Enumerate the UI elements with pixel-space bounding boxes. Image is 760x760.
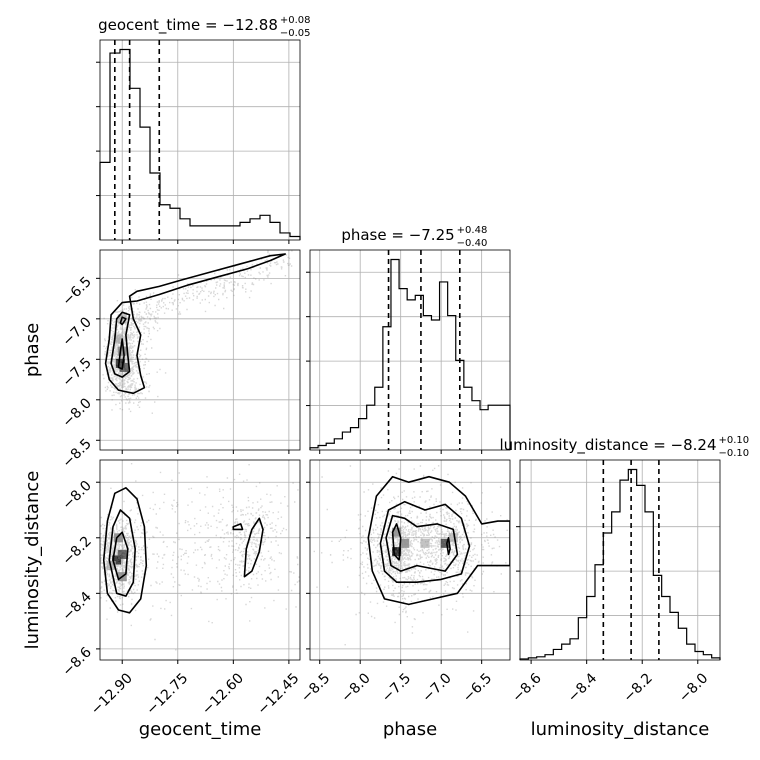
xtick-label-phase-2: −7.5 [379,670,414,705]
panel-phase-vs-luminosity_distance-density-2 [400,538,410,548]
panel-phase-vs-luminosity_distance-contour-4 [445,536,451,556]
panel-geocent_time-vs-luminosity_distance-contour-2 [112,531,129,581]
panel-geocent_time-vs-phase-density-4 [119,362,129,372]
xtick-label-geocent_time-0: −12.90 [88,670,136,718]
panel-phase-vs-luminosity_distance-contour-3 [391,523,402,561]
panel-geocent_time-vs-phase-bg [100,250,300,450]
panel-phase-vs-luminosity_distance-density-4 [420,538,430,548]
title-geocent_time-minus: −0.05 [280,28,311,39]
panel-geocent_time-vs-phase-contour-2 [117,338,125,370]
panel-geocent_time-vs-phase-contour-3 [119,316,127,326]
hist-phase-panel [310,250,510,450]
panel-geocent_time-vs-luminosity_distance-density-1 [117,549,127,559]
panel-geocent_time-vs-phase-frame [99,249,301,451]
ytick-label-phase-1: −8.0 [59,395,94,430]
hist-phase-step [309,258,511,450]
title-phase-plus: +0.48 [457,225,488,236]
panel-phase-vs-luminosity_distance-samples [313,465,508,646]
title-geocent_time: geocent_time = −12.88 [98,16,278,35]
title-luminosity_distance: luminosity_distance = −8.24 [499,436,716,455]
ytick-label-luminosity_distance-2: −8.2 [59,533,94,568]
hist-geocent_time-step [99,48,301,240]
title-phase: phase = −7.25 [341,226,454,244]
xtick-label-luminosity_distance-1: −8.4 [565,670,600,705]
xtick-label-phase-1: −8.0 [338,670,373,705]
title-phase-minus: −0.40 [457,238,488,249]
panel-geocent_time-vs-phase-samples [102,250,293,414]
hist-luminosity_distance-step [519,468,721,660]
panel-phase-vs-luminosity_distance-density-0 [392,547,402,557]
panel-geocent_time-vs-luminosity_distance-bg [100,460,300,660]
panel-phase-vs-luminosity_distance-contour-2 [385,514,459,572]
panel-phase-vs-luminosity_distance-frame [309,459,511,661]
xtick-label-geocent_time-3: −12.45 [255,670,303,718]
xtick-label-geocent_time-2: −12.60 [199,670,247,718]
panel-geocent_time-vs-phase-contour-1 [110,311,131,378]
panel-geocent_time-vs-phase-contour-0 [104,253,287,395]
title-geocent_time-plus: +0.08 [280,15,311,26]
xtick-label-phase-0: −8.5 [298,670,333,705]
panel-geocent_time-vs-luminosity_distance-content [100,463,300,651]
panel-geocent_time-vs-luminosity_distance-density-2 [113,533,124,543]
panel-phase-vs-luminosity_distance-bg [310,460,510,660]
xtick-label-phase-4: −6.5 [460,670,495,705]
x-axis-label-phase: phase [383,719,437,740]
xtick-label-phase-3: −7.0 [419,670,454,705]
panel-phase-vs-luminosity_distance-content [313,465,510,646]
hist-luminosity_distance-frame [519,459,721,661]
hist-phase-frame [309,249,511,451]
panel-geocent_time-vs-phase-density-1 [117,346,127,356]
panel-phase-vs-luminosity_distance-contour-0 [367,475,510,606]
hist-geocent_time-frame [99,39,301,241]
xtick-label-luminosity_distance-3: −8.0 [676,670,711,705]
ytick-label-phase-0: −8.5 [59,436,94,471]
xtick-label-geocent_time-1: −12.75 [143,670,191,718]
x-axis-label-geocent_time: geocent_time [139,719,262,740]
panel-geocent_time-vs-luminosity_distance-contour-4 [232,523,244,531]
hist-geocent_time-panel [100,40,300,240]
panel-geocent_time-vs-luminosity_distance-frame [99,459,301,661]
panel-phase-vs-luminosity_distance-density-3 [440,538,450,548]
title-luminosity_distance-minus: −0.10 [719,448,750,459]
title-luminosity_distance-plus: +0.10 [719,435,750,446]
ytick-label-phase-4: −6.5 [59,274,94,309]
y-axis-label-phase: phase [22,323,43,377]
ytick-label-luminosity_distance-0: −8.6 [59,644,94,679]
panel-geocent_time-vs-luminosity_distance-contour-0 [102,486,148,614]
panel-geocent_time-vs-luminosity_distance-density-0 [112,555,122,565]
xtick-label-luminosity_distance-2: −8.2 [620,670,655,705]
panel-phase-vs-luminosity_distance-density-5 [448,533,458,543]
ytick-label-phase-2: −7.5 [59,355,94,390]
y-axis-label-luminosity_distance: luminosity_distance [22,471,43,650]
xtick-label-luminosity_distance-0: −8.6 [509,670,544,705]
x-axis-label-luminosity_distance: luminosity_distance [531,719,710,740]
panel-phase-vs-luminosity_distance-density-1 [392,527,402,537]
ytick-label-luminosity_distance-1: −8.4 [59,589,94,624]
panel-geocent_time-vs-luminosity_distance-contour-1 [108,509,136,597]
panel-geocent_time-vs-phase-content [102,250,293,414]
ytick-label-phase-3: −7.0 [59,314,94,349]
ytick-label-luminosity_distance-3: −8.0 [59,478,94,513]
panel-geocent_time-vs-phase-density-2 [113,334,124,344]
panel-geocent_time-vs-luminosity_distance-contour-3 [243,517,264,578]
panel-phase-vs-luminosity_distance-contour-1 [379,500,471,584]
